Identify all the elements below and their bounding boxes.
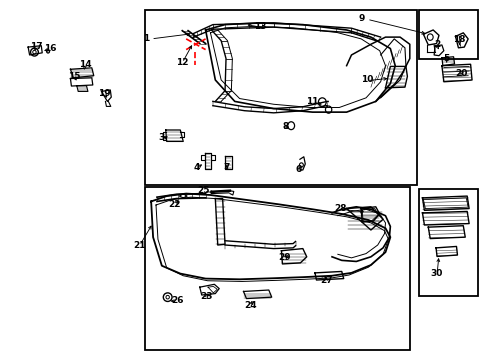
Text: 18: 18 [452,36,465,45]
Text: 27: 27 [319,276,332,285]
Text: 24: 24 [244,301,256,310]
Text: 20: 20 [454,69,467,78]
Text: 7: 7 [223,163,229,172]
Text: 3: 3 [159,133,164,142]
Text: 22: 22 [168,200,181,209]
Text: 21: 21 [133,240,145,249]
Text: 16: 16 [43,44,56,53]
Text: 19: 19 [98,89,111,98]
Text: 12: 12 [176,58,188,67]
Text: 13: 13 [253,22,266,31]
Text: 11: 11 [305,97,318,106]
Text: 26: 26 [171,296,183,305]
Text: 8: 8 [282,122,288,131]
Text: 1: 1 [143,35,149,44]
Bar [418,10,477,59]
Text: 25: 25 [197,186,209,195]
Text: 17: 17 [30,41,42,50]
Bar [144,10,416,185]
Text: 10: 10 [360,76,372,85]
Text: 30: 30 [430,269,442,278]
Text: 15: 15 [68,72,81,81]
Text: 4: 4 [193,163,200,172]
Text: 2: 2 [433,40,439,49]
Text: 14: 14 [79,60,91,69]
Text: 29: 29 [278,253,290,262]
Text: 23: 23 [200,292,212,301]
Text: 9: 9 [358,14,365,23]
Bar [144,187,409,350]
Bar [418,189,477,296]
Text: 28: 28 [334,204,346,213]
Text: 5: 5 [443,54,449,63]
Text: 6: 6 [295,165,302,174]
